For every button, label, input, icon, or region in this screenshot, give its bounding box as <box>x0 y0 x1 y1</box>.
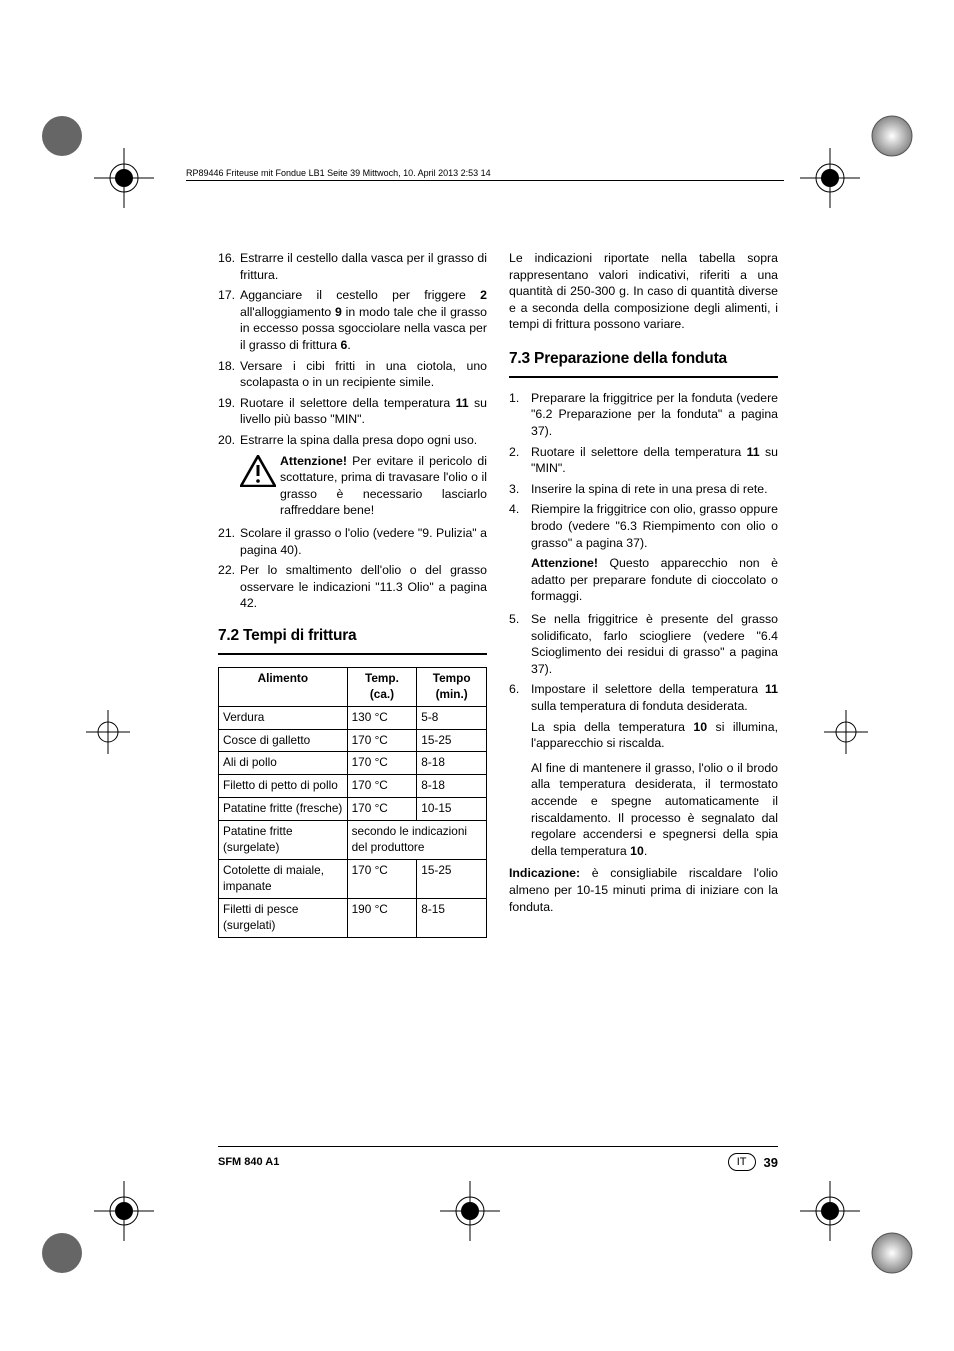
left-column: 16.Estrarre il cestello dalla vasca per … <box>218 250 487 938</box>
reg-target-right <box>824 710 868 759</box>
note: Indicazione: è consigliabile riscaldare … <box>509 865 778 915</box>
list-item: 4.Riempire la friggitrice con olio, gras… <box>509 501 778 551</box>
list-item: 19.Ruotare il selettore della temperatur… <box>218 395 487 428</box>
header-text: RP89446 Friteuse mit Fondue LB1 Seite 39… <box>186 168 491 178</box>
footer-page: 39 <box>764 1155 778 1170</box>
left-list-1: 16.Estrarre il cestello dalla vasca per … <box>218 250 487 449</box>
section-7-3-rule <box>509 376 778 378</box>
list-item: 20.Estrarre la spina dalla presa dopo og… <box>218 432 487 449</box>
section-7-2-title: 7.2 Tempi di frittura <box>218 626 487 647</box>
warning-4: Attenzione! Questo apparecchio non è ada… <box>531 555 778 605</box>
footer-page-wrap: IT 39 <box>728 1153 778 1171</box>
corner-disc-br <box>870 1231 914 1275</box>
section-7-2-rule <box>218 653 487 655</box>
crop-mark-tl <box>94 148 154 208</box>
list-item: 6.Impostare il selettore della temperatu… <box>509 681 778 714</box>
warning-text: Attenzione! Per evitare il pericolo di s… <box>280 453 487 519</box>
sub-6b: Al fine di mantenere il grasso, l'olio o… <box>531 760 778 860</box>
corner-disc-tl <box>40 114 84 158</box>
crop-mark-tr <box>800 148 860 208</box>
sub-6a: La spia della temperatura 10 si illumina… <box>531 719 778 752</box>
right-intro: Le indicazioni riportate nella tabella s… <box>509 250 778 333</box>
right-column: Le indicazioni riportate nella tabella s… <box>509 250 778 938</box>
list-item: 1.Preparare la friggitrice per la fondut… <box>509 390 778 440</box>
list-item: 17.Agganciare il cestello per friggere 2… <box>218 287 487 353</box>
footer: SFM 840 A1 IT 39 <box>218 1146 778 1171</box>
crop-mark-br <box>800 1181 860 1241</box>
frying-table: AlimentoTemp. (ca.)Tempo (min.)Verdura13… <box>218 667 487 938</box>
list-item: 18.Versare i cibi fritti in una ciotola,… <box>218 358 487 391</box>
left-list-2: 21.Scolare il grasso o l'olio (vedere "9… <box>218 525 487 612</box>
corner-disc-bl <box>40 1231 84 1275</box>
right-list-2: 5.Se nella friggitrice è presente del gr… <box>509 611 778 715</box>
list-item: 21.Scolare il grasso o l'olio (vedere "9… <box>218 525 487 558</box>
list-item: 3.Inserire la spina di rete in una presa… <box>509 481 778 498</box>
header-rule <box>186 180 784 181</box>
list-item: 16.Estrarre il cestello dalla vasca per … <box>218 250 487 283</box>
crop-mark-bc <box>440 1181 500 1241</box>
crop-mark-bl <box>94 1181 154 1241</box>
list-item: 5.Se nella friggitrice è presente del gr… <box>509 611 778 677</box>
section-7-3-title: 7.3 Preparazione della fonduta <box>509 349 778 370</box>
content: 16.Estrarre il cestello dalla vasca per … <box>218 250 778 938</box>
footer-lang: IT <box>728 1153 756 1171</box>
corner-disc-tr <box>870 114 914 158</box>
list-item: 2.Ruotare il selettore della temperatura… <box>509 444 778 477</box>
warning-icon <box>240 453 280 519</box>
right-list-1: 1.Preparare la friggitrice per la fondut… <box>509 390 778 551</box>
warning-block: Attenzione! Per evitare il pericolo di s… <box>240 453 487 519</box>
list-item: 22.Per lo smaltimento dell'olio o del gr… <box>218 562 487 612</box>
reg-target-left <box>86 710 130 759</box>
footer-model: SFM 840 A1 <box>218 1156 279 1168</box>
